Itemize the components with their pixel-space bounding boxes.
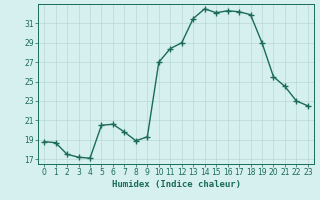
X-axis label: Humidex (Indice chaleur): Humidex (Indice chaleur) [111,180,241,189]
